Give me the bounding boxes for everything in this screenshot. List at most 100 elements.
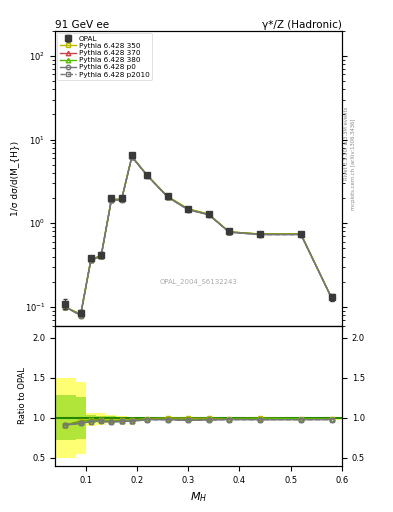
- Pythia 6.428 p2010: [257, 231, 262, 238]
- Pythia 6.428 380: [63, 304, 68, 310]
- Pythia 6.428 p2010: [145, 173, 150, 179]
- Bar: [96, 416, 106, 422]
- Pythia 6.428 p2010: [186, 207, 191, 213]
- Line: Pythia 6.428 p2010: Pythia 6.428 p2010: [63, 155, 334, 318]
- Bar: [321, 418, 342, 419]
- Pythia 6.428 370: [299, 231, 303, 237]
- Pythia 6.428 p2010: [78, 312, 83, 318]
- Pythia 6.428 370: [78, 312, 83, 318]
- Pythia 6.428 p0: [109, 197, 114, 203]
- Pythia 6.428 p2010: [206, 211, 211, 218]
- Bar: [55, 395, 75, 440]
- Bar: [106, 415, 116, 423]
- Text: mcplots.cern.ch [arXiv:1306.3436]: mcplots.cern.ch [arXiv:1306.3436]: [351, 118, 356, 209]
- Pythia 6.428 p2010: [165, 194, 170, 200]
- Pythia 6.428 370: [130, 154, 134, 160]
- Pythia 6.428 380: [145, 173, 150, 179]
- Bar: [75, 381, 86, 454]
- Bar: [158, 417, 178, 419]
- Bar: [178, 418, 198, 419]
- Pythia 6.428 p2010: [99, 253, 103, 260]
- Pythia 6.428 350: [109, 196, 114, 202]
- Pythia 6.428 350: [257, 231, 262, 237]
- Bar: [106, 416, 116, 422]
- Line: Pythia 6.428 380: Pythia 6.428 380: [63, 154, 334, 317]
- Pythia 6.428 380: [227, 229, 231, 235]
- Pythia 6.428 380: [119, 196, 124, 202]
- Pythia 6.428 380: [165, 194, 170, 200]
- Pythia 6.428 370: [109, 197, 114, 203]
- Pythia 6.428 380: [257, 231, 262, 237]
- Pythia 6.428 380: [186, 206, 191, 212]
- Bar: [178, 418, 198, 420]
- Pythia 6.428 p0: [63, 304, 68, 310]
- Pythia 6.428 p0: [186, 207, 191, 213]
- Pythia 6.428 p2010: [119, 197, 124, 203]
- Pythia 6.428 p0: [227, 229, 231, 236]
- Pythia 6.428 p2010: [130, 154, 134, 160]
- Pythia 6.428 380: [299, 231, 303, 237]
- Pythia 6.428 370: [227, 229, 231, 235]
- Pythia 6.428 350: [63, 304, 68, 310]
- Bar: [116, 416, 127, 422]
- Bar: [96, 413, 106, 425]
- Pythia 6.428 370: [145, 173, 150, 179]
- Pythia 6.428 350: [299, 231, 303, 237]
- Pythia 6.428 p2010: [109, 197, 114, 203]
- Bar: [321, 418, 342, 419]
- Bar: [137, 417, 158, 419]
- Text: γ*/Z (Hadronic): γ*/Z (Hadronic): [262, 20, 342, 30]
- Line: Pythia 6.428 370: Pythia 6.428 370: [63, 154, 334, 317]
- Pythia 6.428 p0: [257, 231, 262, 238]
- Line: Pythia 6.428 350: Pythia 6.428 350: [63, 154, 334, 316]
- Bar: [55, 378, 75, 458]
- Bar: [239, 418, 281, 419]
- Pythia 6.428 370: [165, 194, 170, 200]
- Pythia 6.428 p2010: [329, 295, 334, 302]
- Pythia 6.428 350: [88, 257, 93, 263]
- Pythia 6.428 p2010: [227, 229, 231, 236]
- Pythia 6.428 p0: [99, 253, 103, 260]
- Bar: [281, 418, 321, 419]
- Bar: [239, 418, 281, 419]
- Pythia 6.428 370: [186, 206, 191, 212]
- Bar: [198, 418, 219, 419]
- Pythia 6.428 p2010: [88, 257, 93, 263]
- Line: Pythia 6.428 p0: Pythia 6.428 p0: [63, 155, 334, 318]
- Y-axis label: Ratio to OPAL: Ratio to OPAL: [18, 367, 27, 424]
- Pythia 6.428 350: [186, 206, 191, 212]
- Pythia 6.428 p0: [130, 154, 134, 160]
- Bar: [219, 418, 239, 419]
- Pythia 6.428 380: [206, 211, 211, 218]
- Pythia 6.428 350: [329, 295, 334, 301]
- Pythia 6.428 p0: [78, 312, 83, 318]
- Pythia 6.428 p2010: [63, 304, 68, 310]
- Pythia 6.428 350: [78, 311, 83, 317]
- Pythia 6.428 350: [206, 211, 211, 217]
- Pythia 6.428 350: [145, 172, 150, 178]
- Pythia 6.428 p2010: [299, 231, 303, 238]
- Pythia 6.428 380: [130, 154, 134, 160]
- Pythia 6.428 380: [88, 257, 93, 263]
- Pythia 6.428 p0: [206, 211, 211, 218]
- Bar: [198, 418, 219, 420]
- Pythia 6.428 380: [99, 253, 103, 259]
- X-axis label: $M_H$: $M_H$: [190, 490, 207, 504]
- Pythia 6.428 350: [99, 252, 103, 259]
- Bar: [127, 417, 137, 421]
- Pythia 6.428 350: [227, 229, 231, 235]
- Text: OPAL_2004_S6132243: OPAL_2004_S6132243: [160, 278, 237, 285]
- Pythia 6.428 370: [257, 231, 262, 237]
- Pythia 6.428 p0: [145, 173, 150, 179]
- Pythia 6.428 380: [109, 197, 114, 203]
- Pythia 6.428 350: [119, 196, 124, 202]
- Pythia 6.428 370: [88, 257, 93, 263]
- Bar: [281, 418, 321, 419]
- Bar: [158, 418, 178, 419]
- Pythia 6.428 p0: [119, 197, 124, 203]
- Bar: [219, 418, 239, 419]
- Bar: [127, 417, 137, 421]
- Pythia 6.428 p0: [88, 257, 93, 263]
- Pythia 6.428 380: [78, 312, 83, 318]
- Pythia 6.428 350: [130, 153, 134, 159]
